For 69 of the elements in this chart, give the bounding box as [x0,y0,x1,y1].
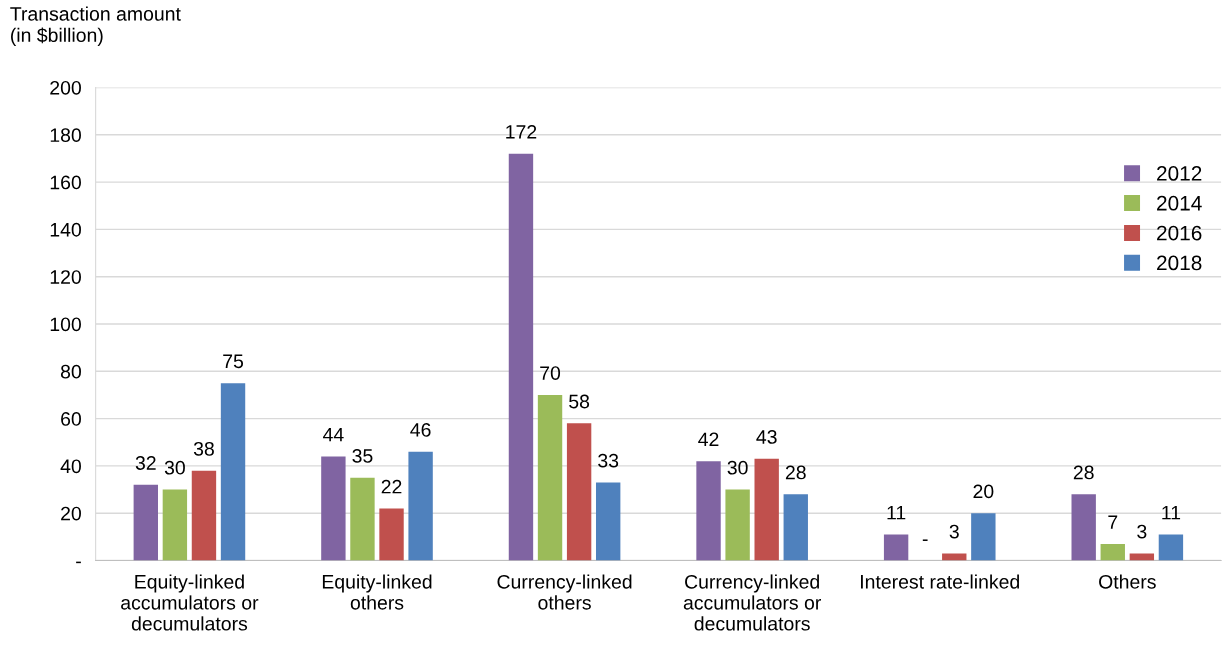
data-label: 35 [352,449,373,463]
y-tick-label: - [76,561,81,564]
data-label: 28 [1073,465,1094,480]
data-label: 70 [540,366,561,380]
data-label: 33 [598,453,619,468]
data-label: 30 [164,460,185,475]
legend-label: 2018 [1157,255,1202,271]
bar [1100,543,1125,561]
bar [220,383,246,561]
bar [508,153,534,561]
data-label: 43 [756,430,777,444]
data-label: 30 [727,460,748,475]
y-tick-label: 100 [50,317,81,332]
data-label: 58 [569,394,590,409]
bar [754,458,779,561]
bar [162,489,188,561]
x-tick-label: Interest rate-linked [861,574,1019,589]
y-tick-label: 80 [60,364,81,379]
data-label: 22 [381,479,402,494]
bar [971,513,996,561]
bar [1071,494,1096,561]
legend-label: 2016 [1157,225,1202,241]
y-tick-label: 120 [50,270,81,284]
y-axis-title: Transaction amount (in $billion) [10,6,181,46]
bar [408,451,433,561]
data-label: 38 [193,441,214,456]
y-tick-label: 160 [50,175,81,190]
data-label: 46 [410,423,431,437]
bar [725,489,750,561]
y-tick-label: 60 [61,412,81,426]
bar [350,477,375,561]
data-label: 3 [949,524,959,539]
bar [566,423,592,561]
data-label: 7 [1108,515,1118,529]
bar [379,508,404,561]
data-label: 44 [323,427,344,442]
bar [696,461,721,561]
data-label: 20 [973,484,994,499]
bar [133,484,158,561]
data-label: 11 [887,505,906,520]
x-tick-label: Equity-linked accumulators or decumulators [121,574,259,631]
x-tick-label: Currency-linked accumulators or decumulators [683,574,821,631]
bar [1158,534,1184,561]
bar [191,470,217,561]
data-label: 32 [135,456,156,470]
data-label: 11 [1162,505,1181,520]
x-tick-label: Equity-linked others [322,574,432,610]
bar [783,494,808,561]
bar [883,534,909,561]
x-tick-label: Others [1099,574,1156,589]
bar [321,456,346,561]
x-tick-label: Currency-linked others [497,574,632,610]
data-label: - [922,539,928,541]
data-label: 3 [1137,524,1147,539]
bar [1129,553,1155,561]
data-label: 172 [506,124,537,139]
legend-label: 2014 [1157,195,1202,211]
y-tick-label: 20 [61,506,81,521]
data-label: 42 [698,432,719,447]
data-label: 75 [223,354,244,369]
y-tick-label: 140 [50,222,81,237]
y-tick-label: 180 [50,128,81,143]
y-tick-label: 200 [50,80,81,95]
data-label: 28 [785,465,806,480]
bar [537,394,563,561]
bar [595,482,621,561]
y-tick-label: 40 [60,459,81,474]
bar [942,553,967,561]
legend-label: 2012 [1157,166,1202,181]
